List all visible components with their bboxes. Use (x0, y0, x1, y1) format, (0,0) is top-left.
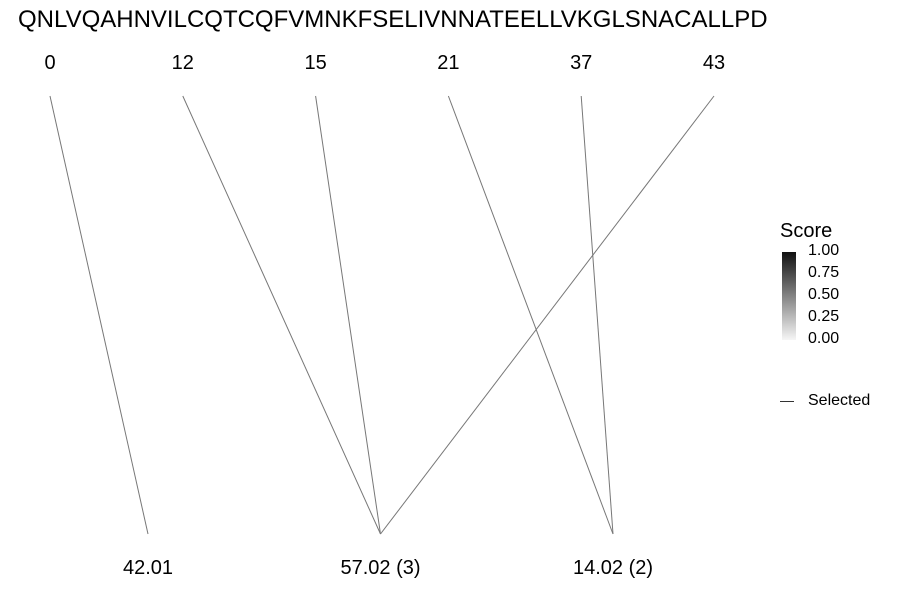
legend-tick-mark (796, 340, 800, 341)
protein-sequence: QNLVQAHNVILCQTCQFVMNKFSELIVNNATEELLVKGLS… (18, 6, 768, 33)
position-label: 21 (437, 52, 460, 74)
legend-tick-label: 0.50 (808, 286, 840, 303)
link-line (580, 95, 614, 535)
link-line (49, 95, 149, 535)
legend-tick-mark (796, 296, 800, 297)
link-line (380, 95, 715, 535)
link-line (447, 95, 614, 535)
link-line (182, 95, 381, 535)
selected-legend-key (780, 401, 794, 402)
position-label: 15 (304, 52, 327, 74)
legend-title: Score (780, 220, 833, 242)
legend-tick-mark (796, 252, 800, 253)
position-label: 43 (702, 52, 726, 74)
legend-tick-mark (796, 274, 800, 275)
position-label: 0 (44, 52, 56, 74)
legend-tick-mark (796, 318, 800, 319)
legend-tick-label: 0.75 (808, 264, 840, 281)
link-line (315, 95, 381, 535)
position-label: 12 (171, 52, 194, 74)
legend-tick-label: 0.00 (808, 330, 840, 347)
selected-legend-label: Selected (808, 392, 871, 409)
position-label: 37 (570, 52, 593, 74)
mass-label: 42.01 (122, 557, 174, 579)
legend-tick-label: 0.25 (808, 308, 840, 325)
score-colorbar (782, 252, 796, 340)
mass-label: 14.02 (2) (572, 557, 654, 579)
legend-tick-label: 1.00 (808, 242, 840, 259)
mass-label: 57.02 (3) (340, 557, 421, 579)
